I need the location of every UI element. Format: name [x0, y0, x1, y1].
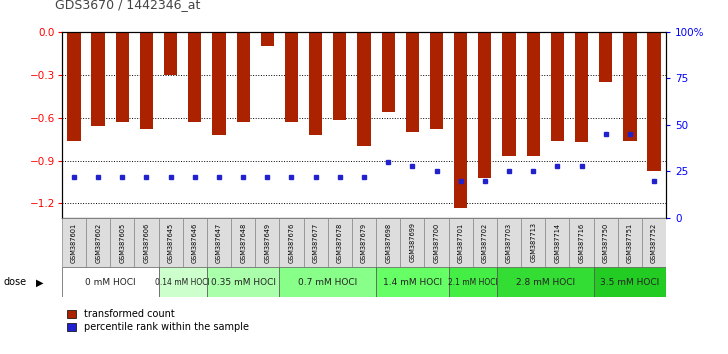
Text: GSM387676: GSM387676	[288, 222, 295, 263]
Text: 0.35 mM HOCl: 0.35 mM HOCl	[210, 278, 276, 287]
Bar	[261, 32, 274, 46]
Bar	[237, 32, 250, 122]
Bar	[647, 32, 661, 171]
Bar	[92, 32, 105, 126]
Bar	[497, 218, 521, 267]
Text: 0.14 mM HOCl: 0.14 mM HOCl	[155, 278, 210, 287]
Text: dose: dose	[4, 277, 27, 287]
Bar	[285, 32, 298, 122]
Text: 0.7 mM HOCl: 0.7 mM HOCl	[298, 278, 357, 287]
Bar	[526, 32, 540, 156]
Bar	[116, 32, 129, 122]
Bar	[478, 32, 491, 178]
Text: GSM387649: GSM387649	[264, 222, 270, 263]
Text: GSM387677: GSM387677	[312, 222, 319, 263]
Bar	[140, 32, 153, 129]
Text: GSM387701: GSM387701	[458, 222, 464, 263]
Text: GSM387645: GSM387645	[167, 222, 174, 263]
Text: GSM387699: GSM387699	[409, 223, 416, 262]
Bar	[550, 32, 564, 141]
Bar	[593, 218, 618, 267]
Bar	[280, 267, 376, 297]
Bar	[280, 218, 304, 267]
Bar	[159, 267, 207, 297]
Bar	[86, 218, 110, 267]
Text: GSM387700: GSM387700	[433, 222, 440, 263]
Text: GSM387606: GSM387606	[143, 222, 149, 263]
Bar	[400, 218, 424, 267]
Bar	[405, 32, 419, 132]
Text: GSM387714: GSM387714	[554, 222, 561, 263]
Text: GDS3670 / 1442346_at: GDS3670 / 1442346_at	[55, 0, 200, 11]
Bar	[110, 218, 135, 267]
Bar	[256, 218, 280, 267]
Bar	[183, 218, 207, 267]
Bar	[62, 267, 159, 297]
Text: GSM387648: GSM387648	[240, 222, 246, 263]
Bar	[135, 218, 159, 267]
Bar	[188, 32, 202, 122]
Text: 2.8 mM HOCl: 2.8 mM HOCl	[515, 278, 575, 287]
Text: GSM387698: GSM387698	[385, 222, 391, 263]
Bar	[448, 218, 472, 267]
Bar	[424, 218, 448, 267]
Text: 0 mM HOCl: 0 mM HOCl	[85, 278, 135, 287]
Text: GSM387601: GSM387601	[71, 222, 77, 263]
Bar	[309, 32, 323, 135]
Text: GSM387646: GSM387646	[191, 222, 198, 263]
Bar	[448, 267, 497, 297]
Text: GSM387751: GSM387751	[627, 222, 633, 263]
Bar	[352, 218, 376, 267]
Bar	[502, 32, 515, 156]
Bar	[376, 267, 448, 297]
Legend: transformed count, percentile rank within the sample: transformed count, percentile rank withi…	[67, 309, 249, 332]
Bar	[642, 218, 666, 267]
Bar	[569, 218, 593, 267]
Bar	[328, 218, 352, 267]
Bar	[454, 32, 467, 208]
Bar	[357, 32, 371, 146]
Bar	[497, 267, 593, 297]
Text: 3.5 mM HOCl: 3.5 mM HOCl	[601, 278, 660, 287]
Bar	[599, 32, 612, 82]
Bar	[430, 32, 443, 129]
Text: GSM387703: GSM387703	[506, 222, 512, 263]
Text: GSM387678: GSM387678	[337, 222, 343, 263]
Bar	[381, 32, 395, 112]
Text: GSM387716: GSM387716	[579, 222, 585, 263]
Text: GSM387702: GSM387702	[482, 222, 488, 263]
Text: GSM387713: GSM387713	[530, 223, 537, 262]
Bar	[593, 267, 666, 297]
Text: GSM387602: GSM387602	[95, 222, 101, 263]
Bar	[159, 218, 183, 267]
Text: ▶: ▶	[36, 277, 44, 287]
Text: 1.4 mM HOCl: 1.4 mM HOCl	[383, 278, 442, 287]
Text: GSM387752: GSM387752	[651, 222, 657, 263]
Bar	[472, 218, 497, 267]
Bar	[623, 32, 636, 141]
Bar	[164, 32, 178, 75]
Bar	[62, 218, 86, 267]
Bar	[618, 218, 642, 267]
Text: GSM387605: GSM387605	[119, 222, 125, 263]
Bar	[521, 218, 545, 267]
Bar	[213, 32, 226, 135]
Bar	[376, 218, 400, 267]
Text: GSM387750: GSM387750	[603, 222, 609, 263]
Bar	[575, 32, 588, 142]
Text: GSM387679: GSM387679	[361, 222, 367, 263]
Text: 2.1 mM HOCl: 2.1 mM HOCl	[448, 278, 498, 287]
Bar	[231, 218, 256, 267]
Bar	[67, 32, 81, 141]
Bar	[304, 218, 328, 267]
Text: GSM387647: GSM387647	[216, 222, 222, 263]
Bar	[207, 267, 280, 297]
Bar	[545, 218, 569, 267]
Bar	[333, 32, 347, 120]
Bar	[207, 218, 231, 267]
